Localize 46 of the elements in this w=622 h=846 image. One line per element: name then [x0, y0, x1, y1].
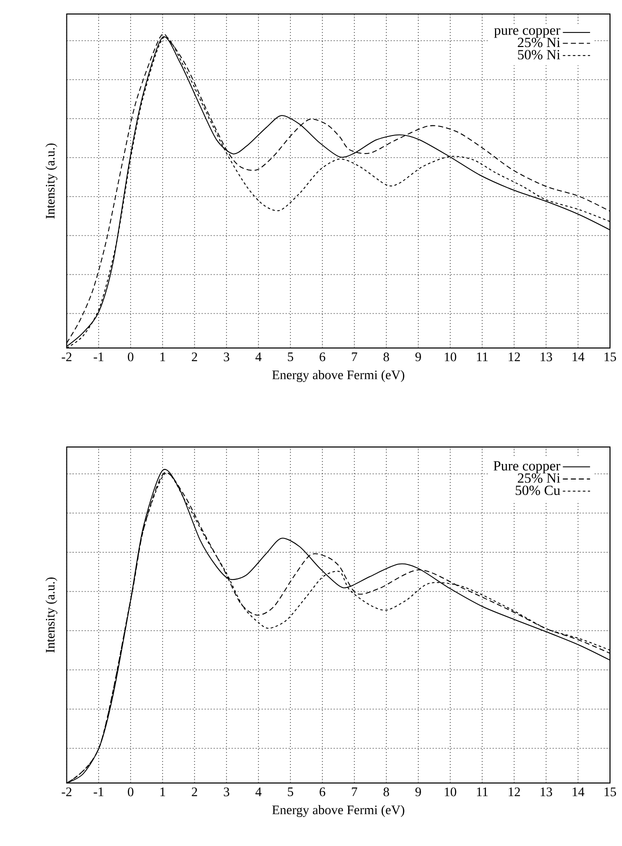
- x-tick-label: -1: [94, 352, 104, 362]
- x-tick-label: 15: [604, 352, 616, 362]
- x-tick-label: 12: [508, 788, 520, 796]
- x-tick-label: 0: [128, 352, 134, 362]
- legend-label: 25% Ni: [518, 473, 560, 483]
- x-tick-label: 9: [415, 352, 421, 362]
- x-tick-label: 3: [224, 788, 230, 796]
- x-tick-label: 11: [477, 352, 488, 362]
- x-tick-label: 5: [288, 352, 294, 362]
- x-tick-label: 6: [320, 788, 326, 796]
- x-tick-label: 13: [540, 788, 552, 796]
- x-axis-title: Energy above Fermi (eV): [272, 370, 404, 382]
- x-tick-label: -2: [62, 352, 72, 362]
- x-tick-label: 4: [255, 352, 262, 362]
- x-tick-label: 10: [444, 352, 456, 362]
- x-tick-label: 8: [384, 788, 390, 796]
- x-tick-label: 6: [320, 352, 326, 362]
- x-tick-label: 15: [604, 788, 616, 796]
- x-tick-label: 12: [508, 352, 520, 362]
- legend-label: 25% Ni: [518, 38, 560, 48]
- x-tick-label: 11: [477, 788, 488, 796]
- y-axis-title: Intensity (a.u.): [45, 143, 58, 219]
- x-tick-label: 1: [160, 352, 166, 362]
- x-tick-label: 7: [352, 788, 358, 796]
- x-tick-label: -2: [62, 788, 72, 796]
- x-tick-label: 1: [160, 788, 166, 796]
- x-tick-label: 14: [572, 788, 584, 796]
- legend-label: pure copper: [494, 28, 560, 38]
- x-axis-title: Energy above Fermi (eV): [272, 805, 404, 817]
- legend-label: 50% Cu: [516, 486, 560, 496]
- x-tick-label: 2: [192, 788, 198, 796]
- x-tick-label: 10: [444, 788, 456, 796]
- x-tick-label: 9: [415, 788, 421, 796]
- legend-label: 50% Ni: [518, 50, 560, 60]
- x-tick-label: 14: [572, 352, 584, 362]
- x-tick-label: 3: [224, 352, 230, 362]
- x-tick-label: 7: [352, 352, 358, 362]
- x-tick-label: 2: [192, 352, 198, 362]
- x-tick-label: 5: [288, 788, 294, 796]
- y-axis-title: Intensity (a.u.): [45, 577, 58, 653]
- legend-label: Pure copper: [494, 461, 560, 474]
- x-tick-label: 13: [540, 352, 552, 362]
- x-tick-label: 8: [384, 352, 390, 362]
- x-tick-label: -1: [94, 788, 104, 796]
- x-tick-label: 4: [255, 788, 262, 796]
- x-tick-label: 0: [128, 788, 134, 796]
